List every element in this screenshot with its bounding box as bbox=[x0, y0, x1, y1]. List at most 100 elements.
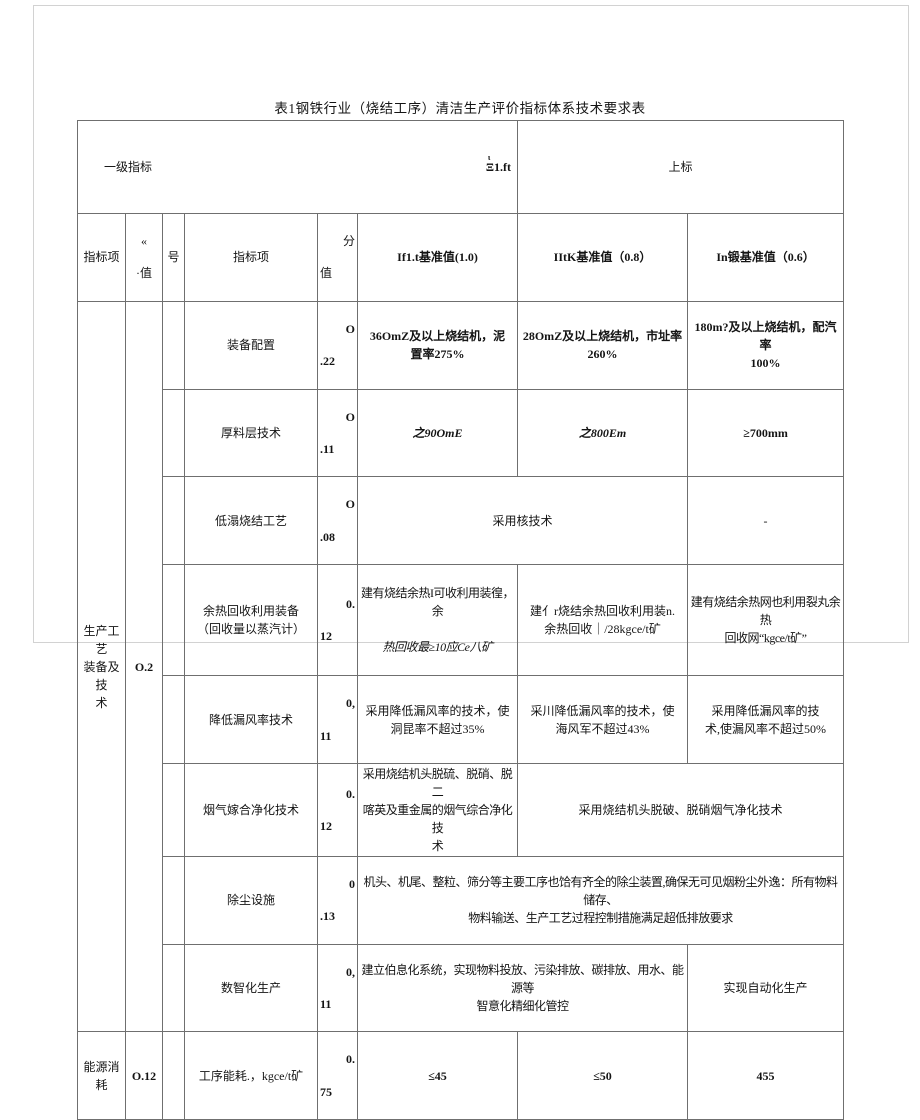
serial-cell bbox=[162, 1031, 185, 1120]
col-header-score-line2: 值 bbox=[320, 266, 333, 281]
score-cell: 0, 11 bbox=[317, 943, 358, 1033]
col-header-weight-line2: ·值 bbox=[136, 266, 152, 281]
table-row: 烟气嫁合净化技术 0. 12 采用烧结机头脱硫、脱硝、脱二 喀英及重金属的烟气综… bbox=[78, 762, 845, 857]
secondary-indicator-tick: ι bbox=[487, 153, 491, 162]
indicator-leakage-reduction: 降低漏风率技术 bbox=[184, 675, 318, 764]
value-basis1: 采用降低漏风率的技术，使 洞昆率不超过35% bbox=[356, 675, 519, 764]
score-line1: 0, bbox=[346, 964, 355, 979]
value-basis1-line1: 建有烧结余热I可收利用装徨，余 bbox=[361, 586, 515, 619]
value-basis3: - bbox=[687, 476, 845, 566]
group-energy-consumption-weight: O.12 bbox=[125, 1031, 163, 1120]
indicator-process-energy: 工序能耗.，kgce/t矿 bbox=[184, 1031, 318, 1120]
score-cell: 0. 12 bbox=[317, 564, 358, 677]
score-line2: 11 bbox=[320, 728, 332, 743]
col-header-weight: « ·值 bbox=[125, 213, 163, 302]
indicator-equipment-configuration: 装备配置 bbox=[184, 300, 318, 390]
score-line2: 12 bbox=[320, 818, 332, 833]
primary-indicator-label: 一级指标 bbox=[104, 160, 153, 174]
score-line1: 0. bbox=[346, 1052, 355, 1067]
score-line2: .11 bbox=[320, 441, 335, 456]
serial-cell bbox=[162, 762, 185, 857]
value-basis2: 建亻r烧结余热回收利用装n. 余热回收｜/28kgce/t矿 bbox=[517, 564, 689, 677]
value-basis3: 实现自动化生产 bbox=[687, 943, 845, 1033]
score-line1: O bbox=[345, 321, 355, 336]
value-basis2: 之800Em bbox=[517, 388, 689, 478]
value-basis3: 采用降低漏风率的技 术,使漏风率不超过50% bbox=[687, 675, 845, 764]
score-cell: 0, 11 bbox=[317, 675, 358, 764]
value-basis3: ≥700mm bbox=[687, 388, 845, 478]
table-row: 厚料层技术 O .11 之90OmE 之800Em ≥700mm bbox=[78, 388, 845, 478]
value-basis1-line2: 热回收最≥10应Ce八矿 bbox=[382, 640, 493, 655]
document-title: 表1钢铁行业（烧结工序）清洁生产评价指标体系技术要求表 bbox=[274, 101, 646, 116]
score-line1: 0. bbox=[346, 786, 355, 801]
value-basis1: 36OmZ及以上烧结机，泥 置率275% bbox=[356, 300, 519, 390]
value-basis1: 采用烧结机头脱硫、脱硝、脱二 喀英及重金属的烟气综合净化技 术 bbox=[356, 762, 519, 857]
score-line1: 0, bbox=[346, 696, 355, 711]
value-basis2-3-merged: 采用烧结机头脱破、脱硝烟气净化技术 bbox=[517, 762, 845, 857]
group-production-tech-name: 生产工艺 装备及技 术 bbox=[77, 300, 126, 1033]
secondary-indicator-label: Ξ1.ft ι bbox=[486, 140, 515, 194]
score-cell: 0 .13 bbox=[317, 855, 358, 945]
value-basis1-2-merged: 建立伯息化系统，实现物料投放、污染排放、碳排放、用水、能源等 智意化精细化管控 bbox=[356, 943, 689, 1033]
header-primary-indicator-cell: 一级指标 Ξ1.ft ι bbox=[76, 120, 519, 214]
value-basis1: ≤45 bbox=[356, 1031, 519, 1120]
score-cell: O .22 bbox=[317, 300, 358, 390]
value-basis1: 建有烧结余热I可收利用装徨，余 热回收最≥10应Ce八矿 bbox=[356, 564, 519, 677]
score-line2: 12 bbox=[320, 629, 332, 644]
indicator-digital-production: 数智化生产 bbox=[184, 943, 318, 1033]
serial-cell bbox=[162, 388, 185, 478]
col-header-score: 分 值 bbox=[317, 213, 358, 302]
serial-cell bbox=[162, 943, 185, 1033]
score-line1: O bbox=[345, 497, 355, 512]
table-row: 除尘设施 0 .13 机头、机尾、整粒、筛分等主要工序也饸有齐全的除尘装置,确保… bbox=[78, 855, 845, 945]
score-cell: O .11 bbox=[317, 388, 358, 478]
score-cell: 0. 12 bbox=[317, 762, 358, 857]
value-basis1-2-merged: 采用核技术 bbox=[356, 476, 689, 566]
indicator-flue-gas-purification: 烟气嫁合净化技术 bbox=[184, 762, 318, 857]
score-line2: 75 bbox=[320, 1084, 332, 1099]
indicator-low-temp-sintering: 低溻烧结工艺 bbox=[184, 476, 318, 566]
col-header-basis-3: In锻基准值（0.6） bbox=[687, 213, 845, 302]
serial-cell bbox=[162, 300, 185, 390]
score-line2: .13 bbox=[320, 909, 335, 924]
col-header-sub-indicator: 指标项 bbox=[184, 213, 318, 302]
serial-cell bbox=[162, 564, 185, 677]
value-basis3: 建有烧结余热网也利用裂丸余热 回收网“kgce/t矿” bbox=[687, 564, 845, 677]
col-header-indicator: 指标项 bbox=[77, 213, 126, 302]
table-row: 生产工艺 装备及技 术 O.2 装备配置 O .22 36OmZ及以上烧结机，泥… bbox=[77, 300, 845, 1033]
table-row: 低溻烧结工艺 O .08 采用核技术 - bbox=[78, 476, 845, 566]
score-line2: 11 bbox=[320, 997, 332, 1012]
value-basis3: 180m?及以上烧结机，配汽率 100% bbox=[687, 300, 845, 390]
value-basis2: 采川降低漏风率的技术，使 海风军不超过43% bbox=[517, 675, 689, 764]
serial-cell bbox=[162, 476, 185, 566]
table-row: 数智化生产 0, 11 建立伯息化系统，实现物料投放、污染排放、碳排放、用水、能… bbox=[78, 943, 845, 1033]
score-cell: 0. 75 bbox=[317, 1031, 358, 1120]
score-line2: .22 bbox=[320, 354, 335, 369]
col-header-basis-2: IItK基准值（0.8） bbox=[517, 213, 689, 302]
serial-cell bbox=[162, 855, 185, 945]
score-line1: O bbox=[345, 409, 355, 424]
value-basis3: 455 bbox=[687, 1031, 845, 1120]
serial-cell bbox=[162, 675, 185, 764]
col-header-basis-1: If1.t基准值(1.0) bbox=[356, 213, 519, 302]
value-basis2: 28OmZ及以上烧结机，市址率 260% bbox=[517, 300, 689, 390]
table-row: 余热回收利用装备 （回收量以蒸汽计） 0. 12 建有烧结余热I可收利用装徨，余… bbox=[78, 564, 845, 677]
value-basis1: 之90OmE bbox=[356, 388, 519, 478]
col-header-serial: 号 bbox=[162, 213, 185, 302]
col-header-score-line1: 分 bbox=[342, 234, 355, 248]
group-energy-consumption-name: 能源消耗 bbox=[77, 1031, 126, 1120]
value-all-merged: 机头、机尾、整粒、筛分等主要工序也饸有齐全的除尘装置,确保无可见烟粉尘外逸：所有… bbox=[356, 855, 845, 945]
indicator-dust-removal: 除尘设施 bbox=[184, 855, 318, 945]
value-basis2: ≤50 bbox=[517, 1031, 689, 1120]
requirements-table: 一级指标 Ξ1.ft ι 上标 指标项 « ·值 号 指标项 分 值 If1.t… bbox=[76, 120, 845, 1120]
score-cell: O .08 bbox=[317, 476, 358, 566]
score-line2: .08 bbox=[320, 529, 335, 544]
table-row: 降低漏风率技术 0, 11 采用降低漏风率的技术，使 洞昆率不超过35% 采川降… bbox=[78, 675, 845, 764]
table-row: 能源消耗 O.12 工序能耗.，kgce/t矿 0. 75 ≤45 ≤50 45… bbox=[77, 1031, 845, 1120]
header-upper-label-cell: 上标 bbox=[517, 120, 845, 214]
group-production-tech-weight: O.2 bbox=[125, 300, 163, 1033]
indicator-thick-bed-technology: 厚料层技术 bbox=[184, 388, 318, 478]
col-header-weight-line1: « bbox=[141, 234, 147, 248]
secondary-indicator-text: Ξ1.ft bbox=[485, 160, 512, 174]
score-line1: 0. bbox=[346, 596, 355, 611]
